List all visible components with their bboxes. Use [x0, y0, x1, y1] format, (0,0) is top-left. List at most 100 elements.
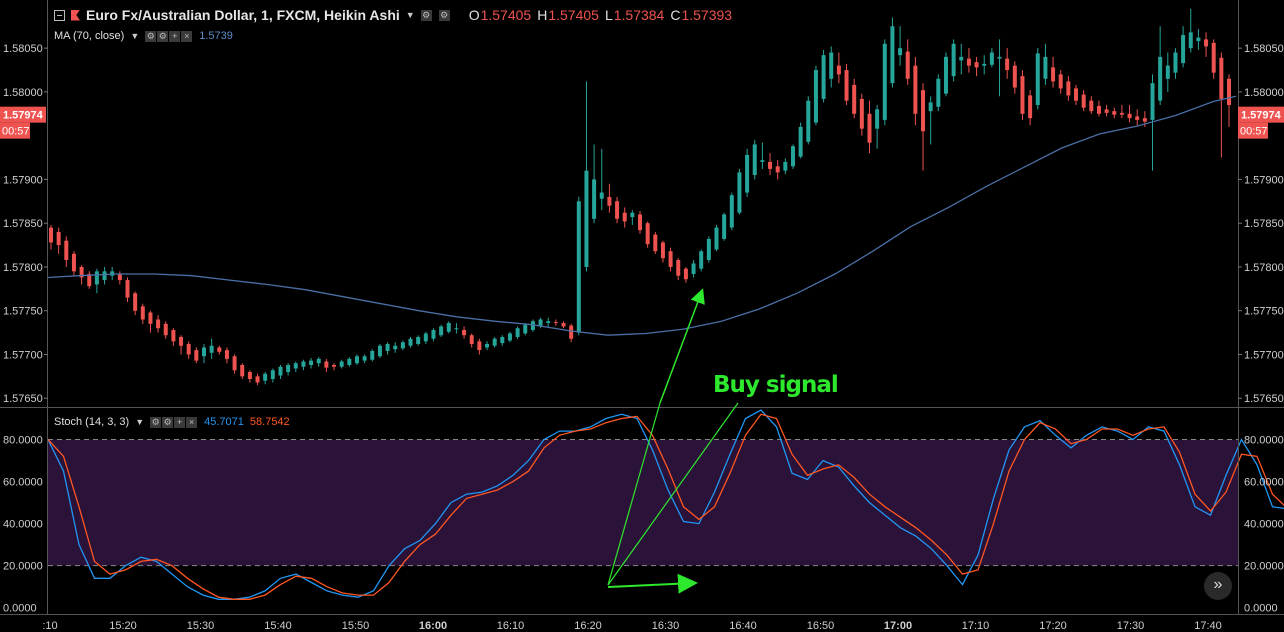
candle-body: [798, 126, 803, 157]
candle-body: [462, 329, 467, 336]
candle-body: [561, 322, 566, 327]
candle-body: [951, 43, 956, 77]
countdown-tag: [0, 122, 30, 139]
candle-body: [49, 227, 53, 243]
stoch-tick-label: 40.0000: [3, 519, 43, 531]
collapse-icon[interactable]: [54, 9, 65, 21]
price-tick-label: 1.57900: [1244, 174, 1284, 186]
chevron-down-icon[interactable]: ▼: [130, 31, 140, 41]
candle: [768, 153, 773, 176]
price-pane[interactable]: [47, 8, 1237, 386]
candle-body: [729, 195, 734, 228]
time-tick-label: 16:10: [497, 620, 525, 632]
candle-body: [982, 63, 987, 66]
candle-body: [859, 98, 864, 129]
candle-body: [1028, 95, 1033, 119]
candle-body: [110, 271, 115, 276]
chevron-down-icon[interactable]: ▼: [405, 10, 415, 20]
candle: [1051, 56, 1056, 88]
candle-body: [1081, 94, 1086, 108]
candle-body: [64, 240, 69, 260]
candle: [936, 74, 941, 112]
settings-icon[interactable]: ⚙: [420, 9, 432, 21]
candle-body: [385, 343, 390, 351]
candle-body: [1005, 58, 1010, 71]
candle-body: [706, 238, 711, 260]
current-price-tag: [0, 106, 46, 123]
settings-icon[interactable]: ⚙: [145, 31, 157, 42]
settings-icon[interactable]: ⚙: [157, 31, 169, 42]
candle: [523, 322, 528, 336]
candle: [867, 100, 872, 154]
candle: [1188, 8, 1193, 53]
candle: [676, 258, 681, 281]
candle-body: [523, 324, 528, 334]
ohlc-close-key: C: [670, 7, 681, 23]
candle: [1005, 48, 1010, 79]
candle-body: [179, 336, 184, 346]
arrow-to-price: [659, 288, 705, 404]
candle: [1204, 32, 1209, 57]
candle-body: [1150, 83, 1155, 120]
settings-icon[interactable]: ⚙: [438, 9, 450, 21]
candle-body: [553, 322, 558, 324]
flag-icon[interactable]: [71, 9, 80, 21]
candle-body: [599, 192, 604, 199]
candle-body: [117, 273, 122, 281]
candle: [140, 303, 145, 324]
candle: [714, 224, 719, 252]
settings-icon[interactable]: ⚙: [162, 417, 174, 428]
candle: [408, 336, 413, 348]
candle: [638, 210, 642, 234]
plus-icon[interactable]: +: [169, 31, 181, 42]
plus-icon[interactable]: +: [174, 417, 186, 428]
candle: [347, 357, 352, 367]
chevron-down-icon[interactable]: ▼: [135, 417, 145, 427]
candle: [339, 359, 344, 369]
candle-body: [209, 345, 214, 353]
candle: [699, 249, 704, 272]
candle-body: [477, 341, 482, 351]
candle: [1158, 26, 1163, 106]
candle-body: [232, 356, 237, 371]
candle-body: [615, 201, 620, 219]
candle: [1081, 90, 1086, 112]
candle-body: [576, 201, 581, 333]
ma-label[interactable]: MA (70, close): [54, 30, 125, 42]
close-icon[interactable]: ×: [181, 31, 193, 42]
candle: [301, 359, 306, 371]
candle: [500, 335, 505, 346]
candle: [997, 39, 1002, 97]
candle: [247, 370, 252, 383]
time-tick-label: 16:40: [729, 620, 757, 632]
candle: [316, 357, 321, 367]
candle-body: [316, 358, 321, 364]
candle: [133, 291, 138, 316]
close-icon[interactable]: ×: [186, 417, 198, 428]
price-tick-label: 1.57700: [3, 349, 43, 361]
candle-body: [836, 65, 841, 75]
candle-body: [683, 268, 688, 280]
candle-body: [332, 364, 337, 367]
candle-body: [1211, 42, 1216, 73]
candle-body: [263, 373, 268, 381]
candle: [966, 48, 971, 73]
candle: [1227, 74, 1231, 127]
candle: [179, 335, 184, 355]
candle: [270, 368, 275, 383]
current-price-tag: [1238, 106, 1284, 123]
settings-icon[interactable]: ⚙: [150, 417, 162, 428]
candle: [293, 361, 298, 372]
candle: [431, 328, 436, 342]
candle: [125, 277, 130, 302]
candle-body: [768, 161, 773, 169]
double-chevron-right-icon[interactable]: »: [1204, 572, 1232, 600]
symbol-title[interactable]: Euro Fx/Australian Dollar, 1, FXCM, Heik…: [86, 7, 400, 23]
price-tick-label: 1.57700: [1244, 349, 1284, 361]
candle: [79, 265, 84, 285]
candle: [813, 65, 818, 126]
stoch-label[interactable]: Stoch (14, 3, 3): [54, 416, 130, 428]
candle-body: [1227, 78, 1231, 106]
price-tick-label: 1.57850: [3, 218, 43, 230]
candle-body: [293, 363, 298, 369]
